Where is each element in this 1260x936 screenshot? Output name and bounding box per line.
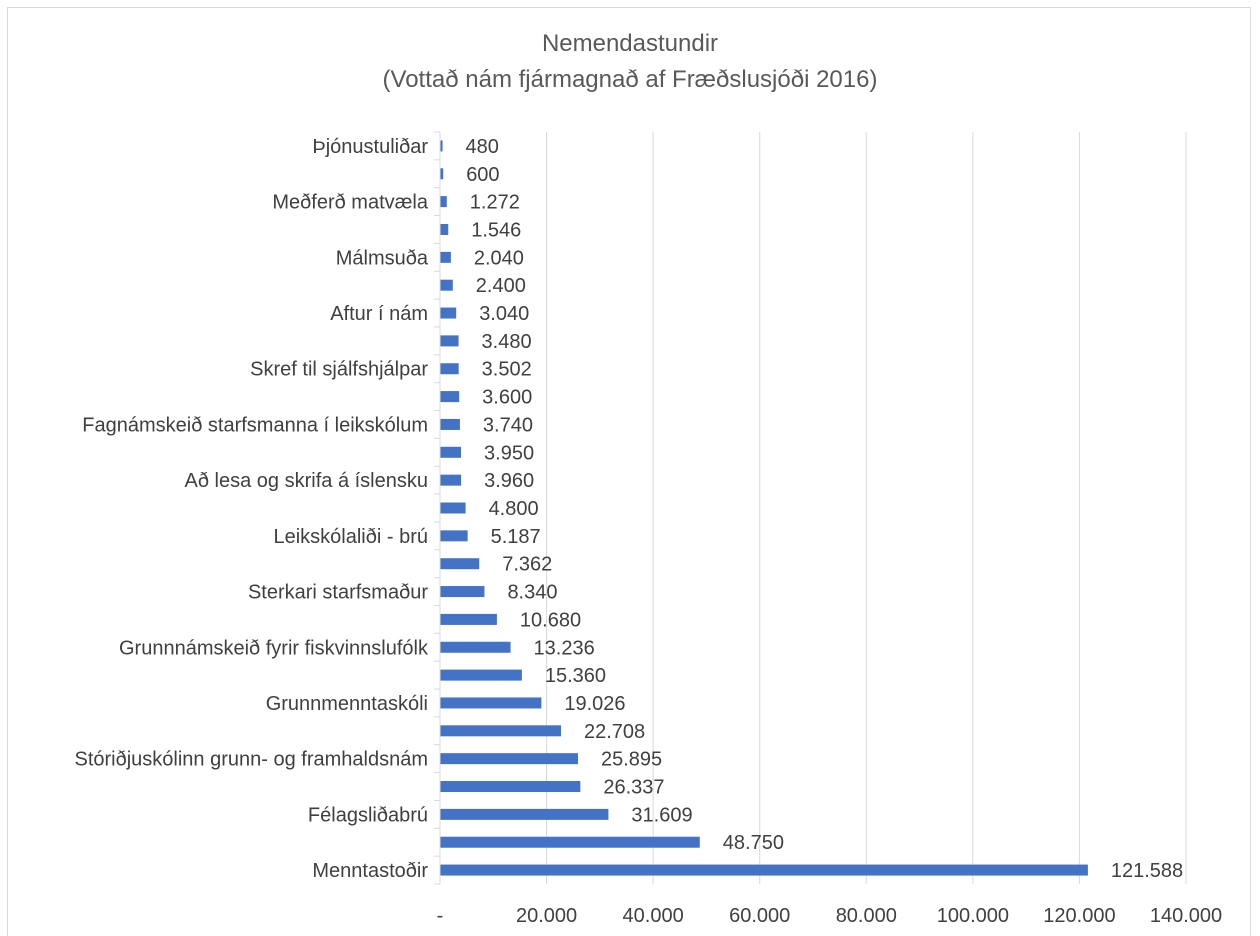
bar	[440, 558, 480, 570]
bar	[440, 251, 451, 263]
data-label: 3.040	[479, 303, 529, 325]
x-tick-label: 60.000	[729, 905, 790, 927]
category-label: Þjónustuliðar	[312, 136, 428, 158]
x-tick-label: -	[437, 905, 444, 927]
bar	[440, 641, 511, 653]
x-tick-label: 100.000	[937, 905, 1009, 927]
bar	[440, 168, 444, 180]
category-label: Skref til sjálfshjálpar	[250, 359, 428, 381]
bar	[440, 808, 609, 820]
x-tick-label: 40.000	[623, 905, 684, 927]
bar	[440, 335, 459, 347]
bar	[440, 446, 462, 458]
category-label: Stóriðjuskólinn grunn- og framhaldsnám	[74, 749, 428, 771]
data-label: 31.609	[631, 804, 692, 826]
data-label: 48.750	[723, 832, 784, 854]
x-tick-label: 120.000	[1043, 905, 1115, 927]
category-label: Aftur í nám	[330, 303, 428, 325]
chart-title-line-2: (Vottað nám fjármagnað af Fræðslusjóði 2…	[382, 66, 878, 93]
x-tick-label: 80.000	[836, 905, 897, 927]
category-label: Fagnámskeið starfsmanna í leikskólum	[82, 414, 428, 436]
category-label: Sterkari starfsmaður	[248, 582, 428, 604]
bars	[440, 140, 1088, 876]
category-label: Grunnmenntaskóli	[266, 693, 428, 715]
bar	[440, 502, 466, 514]
data-label: 121.588	[1111, 860, 1183, 882]
x-tick-label: 20.000	[516, 905, 577, 927]
chart-title-line-1: Nemendastundir	[541, 30, 719, 57]
bar	[440, 725, 562, 737]
gridlines	[546, 132, 1187, 884]
category-label: Menntastoðir	[312, 860, 428, 882]
category-label: Leikskólaliði - brú	[273, 526, 428, 548]
category-labels: Þjónustuliðar Meðferð matvæla Málmsuða Aftu…	[74, 136, 429, 882]
data-label: 3.950	[484, 442, 534, 464]
bar	[440, 196, 447, 208]
category-label: Að lesa og skrifa á íslensku	[185, 470, 428, 492]
data-label: 4.800	[489, 498, 539, 520]
data-label: 15.360	[545, 665, 606, 687]
data-label: 600	[466, 164, 499, 186]
data-label: 8.340	[507, 582, 557, 604]
data-label: 5.187	[491, 526, 541, 548]
bar	[440, 140, 443, 152]
bar	[440, 418, 460, 430]
data-label: 26.337	[603, 777, 664, 799]
bar	[440, 669, 522, 681]
data-label: 480	[466, 136, 499, 158]
bar	[440, 613, 497, 625]
data-label: 2.400	[476, 275, 526, 297]
category-axis	[434, 131, 441, 885]
bar	[440, 530, 468, 542]
bar	[440, 864, 1088, 876]
data-label: 3.600	[482, 387, 532, 409]
data-label: 3.960	[484, 470, 534, 492]
bar	[440, 307, 457, 319]
data-label: 3.740	[483, 414, 533, 436]
bar	[440, 223, 449, 235]
data-label: 1.546	[471, 219, 521, 241]
chart-frame	[7, 7, 1251, 936]
bar	[440, 753, 578, 765]
data-label: 10.680	[520, 609, 581, 631]
bar	[440, 363, 459, 375]
data-label: 2.040	[474, 247, 524, 269]
data-label: 3.502	[482, 359, 532, 381]
data-label: 25.895	[601, 749, 662, 771]
data-label: 1.272	[470, 192, 520, 214]
bar	[440, 474, 462, 486]
category-label: Meðferð matvæla	[272, 192, 428, 214]
bar	[440, 836, 700, 848]
data-labels: 480 600 1.272 1.546 2.040 2.400 3.040 3.480 3.50…	[466, 136, 1184, 882]
bar	[440, 697, 542, 709]
category-label: Félagsliðabrú	[308, 804, 428, 826]
data-label: 7.362	[502, 554, 552, 576]
category-label: Grunnnámskeið fyrir fiskvinnslufólk	[119, 637, 429, 659]
x-tick-label: 140.000	[1150, 905, 1222, 927]
category-label: Málmsuða	[336, 247, 429, 269]
bar	[440, 279, 453, 291]
x-tick-labels: - 20.000 40.000 60.000 80.000 100.000 120.000 1…	[437, 905, 1222, 927]
bar	[440, 391, 460, 403]
chart-title: Nemendastundir (Vottað nám fjármagnað af…	[0, 26, 1260, 98]
data-label: 19.026	[564, 693, 625, 715]
data-label: 3.480	[482, 331, 532, 353]
data-label: 22.708	[584, 721, 645, 743]
bar	[440, 586, 485, 598]
bar	[440, 781, 581, 793]
data-label: 13.236	[534, 637, 595, 659]
